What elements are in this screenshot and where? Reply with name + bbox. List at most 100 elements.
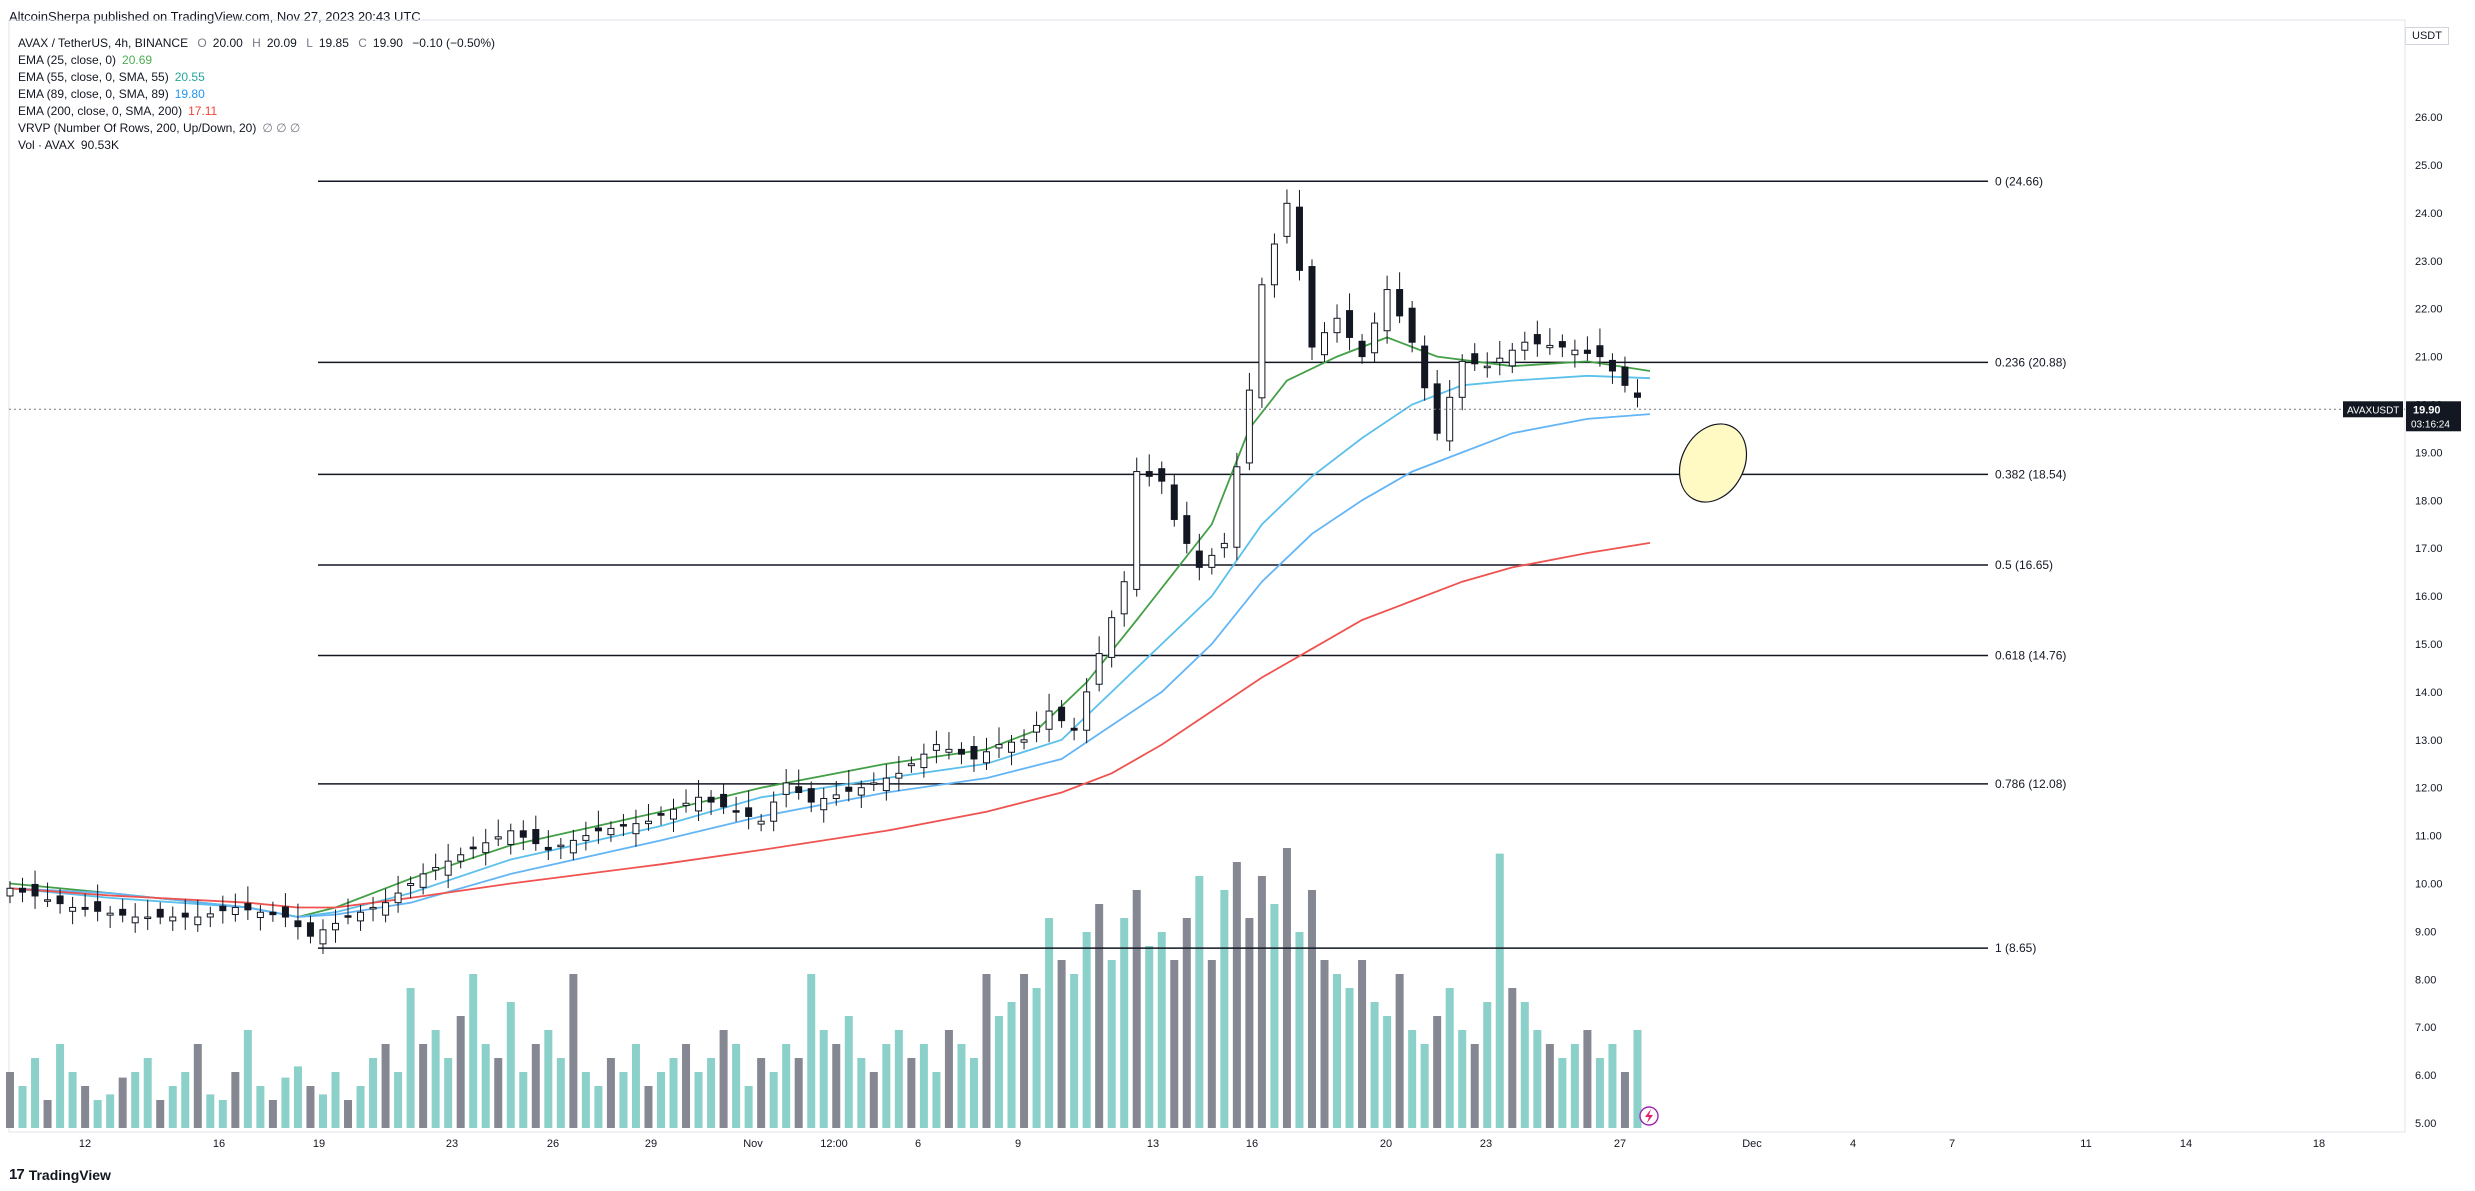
candle-body [81,906,89,910]
volume-bar [757,1058,766,1128]
candle-body [1233,466,1241,548]
candle-body [757,820,765,825]
candle-body [1020,739,1028,743]
ema-line[interactable] [9,336,1651,918]
candle-body [569,839,577,854]
candle-body [644,820,652,825]
candle-body [1446,396,1454,442]
volume-bar [168,1086,177,1128]
tradingview-logo-icon: 17 [9,1166,25,1183]
volume-bar [1533,1030,1542,1128]
volume-bar [882,1044,891,1128]
volume-bar [1007,1002,1016,1128]
candle-body [1170,484,1178,520]
candle-body [619,824,627,827]
volume-bar [782,1044,791,1128]
volume-bar [1170,960,1179,1128]
target-zone-ellipse[interactable] [1666,412,1759,514]
volume-bar [1508,988,1517,1128]
tradingview-logo[interactable]: 17 TradingView [9,1166,111,1183]
candle-body [219,905,227,912]
candle-body [494,836,502,840]
quote-currency-button[interactable]: USDT [2405,27,2449,45]
candle-body [932,744,940,751]
candle-body [857,787,865,796]
volume-bar [18,1086,27,1128]
candle-body [444,860,452,876]
candle-body [1471,353,1479,365]
volume-bar [1232,862,1241,1128]
candle-body [119,908,127,916]
candle-body [1033,724,1041,733]
candle-body [845,786,853,792]
candle-body [1408,307,1416,343]
indicator-row[interactable]: Vol · AVAX 90.53K [18,137,501,154]
candle-body [795,786,803,793]
volume-bar [143,1058,152,1128]
indicator-row[interactable]: EMA (55, close, 0, SMA, 55) 20.55 [18,69,501,86]
price-tick-label: 18.00 [2415,495,2443,507]
candle-body [1245,389,1253,464]
ema-line[interactable] [9,542,1651,909]
candle-body [306,922,314,937]
candle-body [94,901,102,912]
candle-body [782,782,790,795]
volume-bar [656,1072,665,1128]
volume-bar [1220,890,1229,1128]
volume-bar [118,1077,127,1128]
candle-body [720,793,728,808]
volume-bar [93,1100,102,1128]
low-value: 19.85 [318,36,349,50]
volume-bar [1057,960,1066,1128]
high-label: H [252,36,261,50]
candle-body [106,912,114,916]
time-tick-label: 18 [2313,1138,2325,1150]
indicator-label: EMA (25, close, 0) [18,53,117,67]
candle-body [206,913,214,918]
volume-bar [218,1100,227,1128]
volume-bar [68,1072,77,1128]
volume-bar [1445,988,1454,1128]
volume-bar [1270,904,1279,1128]
price-tick-label: 24.00 [2415,208,2443,220]
candle-body [294,920,302,928]
ema-line[interactable] [9,374,1651,918]
volume-bar [581,1072,590,1128]
indicator-row[interactable]: EMA (25, close, 0) 20.69 [18,52,501,69]
volume-bar [356,1086,365,1128]
high-value: 20.09 [266,36,297,50]
candle-body [1183,515,1191,544]
indicator-label: EMA (55, close, 0, SMA, 55) [18,70,169,84]
symbol-title[interactable]: AVAX / TetherUS, 4h, BINANCE [18,36,189,50]
volume-bar [995,1016,1004,1128]
time-tick-label: 27 [1614,1138,1626,1150]
volume-bar [707,1058,716,1128]
volume-bar [832,1044,841,1128]
volume-bar [982,974,991,1128]
time-tick-label: 16 [1246,1138,1258,1150]
volume-bar [556,1058,565,1128]
candle-body [344,915,352,918]
candle-body [244,903,252,911]
candle-body [832,794,840,799]
candle-body [920,753,928,769]
fib-level-label: 1 (8.65) [1995,941,2036,955]
volume-bar [1345,988,1354,1128]
volume-bar [531,1044,540,1128]
volume-bar [469,974,478,1128]
price-tick-label: 12.00 [2415,783,2443,795]
price-tick-label: 19.00 [2415,447,2443,459]
indicator-label: EMA (200, close, 0, SMA, 200) [18,104,183,118]
price-tick-label: 23.00 [2415,256,2443,268]
candle-body [469,846,477,850]
volume-bar [206,1094,215,1128]
indicator-row[interactable]: EMA (89, close, 0, SMA, 89) 19.80 [18,86,501,103]
candle-body [632,823,640,835]
candle-body [1270,243,1278,286]
volume-bar [369,1058,378,1128]
candle-body [281,906,289,918]
ema-line[interactable] [9,413,1651,918]
indicator-row[interactable]: VRVP (Number Of Rows, 200, Up/Down, 20) ∅… [18,120,501,137]
indicator-row[interactable]: EMA (200, close, 0, SMA, 200) 17.11 [18,103,501,120]
